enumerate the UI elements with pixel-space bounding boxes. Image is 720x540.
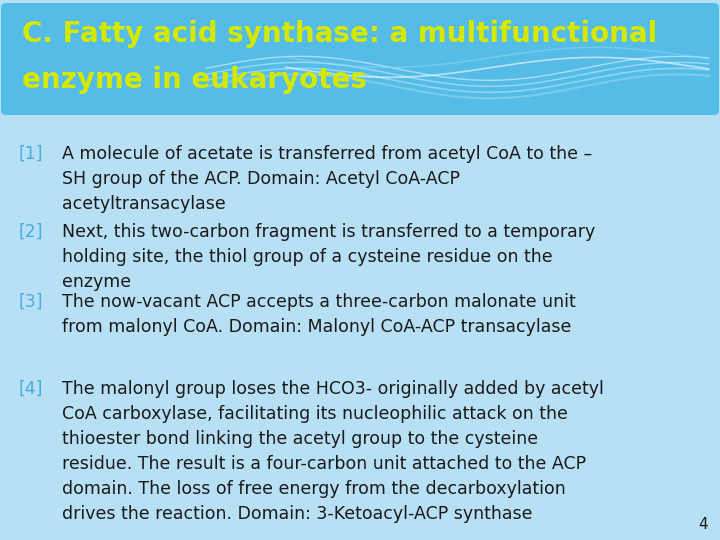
Text: [4]: [4] xyxy=(18,380,42,398)
Text: [3]: [3] xyxy=(18,293,42,311)
Text: [1]: [1] xyxy=(18,145,42,163)
Text: The malonyl group loses the HCO3- originally added by acetyl
CoA carboxylase, fa: The malonyl group loses the HCO3- origin… xyxy=(62,380,604,523)
Text: 4: 4 xyxy=(698,517,708,532)
Text: enzyme in eukaryotes: enzyme in eukaryotes xyxy=(22,66,367,94)
Text: C. Fatty acid synthase: a multifunctional: C. Fatty acid synthase: a multifunctiona… xyxy=(22,20,657,48)
Text: [2]: [2] xyxy=(18,223,42,241)
FancyBboxPatch shape xyxy=(1,3,719,115)
Text: A molecule of acetate is transferred from acetyl CoA to the –
SH group of the AC: A molecule of acetate is transferred fro… xyxy=(62,145,593,213)
Text: Next, this two-carbon fragment is transferred to a temporary
holding site, the t: Next, this two-carbon fragment is transf… xyxy=(62,223,595,291)
Text: The now-vacant ACP accepts a three-carbon malonate unit
from malonyl CoA. Domain: The now-vacant ACP accepts a three-carbo… xyxy=(62,293,576,336)
